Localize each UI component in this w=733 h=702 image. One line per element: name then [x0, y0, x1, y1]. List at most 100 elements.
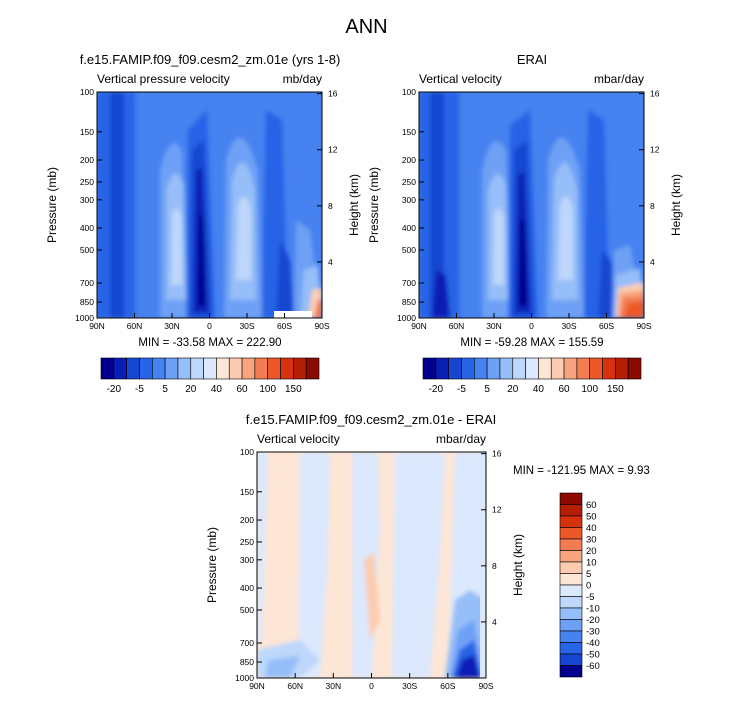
- colorbar-label: -30: [586, 627, 600, 638]
- y2-tick-label: 16: [650, 89, 660, 99]
- colorbar-label: 5: [162, 384, 168, 395]
- erai-panel: ERAI Vertical velocity mbar/day: [367, 52, 683, 395]
- colorbar-swatch: [559, 596, 583, 609]
- colorbar-swatch: [512, 357, 526, 380]
- x-tick-label: 0: [207, 321, 212, 331]
- colorbar-label: 5: [484, 384, 490, 395]
- y-axis-label: Pressure (mb): [205, 527, 219, 603]
- colorbar-swatch: [216, 357, 230, 380]
- colorbar-swatch: [559, 504, 583, 517]
- x-tick-label: 30S: [561, 321, 576, 331]
- colorbar-swatch: [559, 607, 583, 620]
- x-tick-label: 30N: [486, 321, 502, 331]
- y-tick-label: 1000: [397, 313, 416, 323]
- x-tick-label: 30N: [164, 321, 180, 331]
- x-tick-label: 90N: [249, 681, 265, 691]
- y-tick-label: 100: [80, 87, 94, 97]
- x-tick-label: 90N: [89, 321, 105, 331]
- difference-panel: f.e15.FAMIP.f09_f09.cesm2_zm.01e - ERAI …: [205, 412, 650, 691]
- colorbar-swatch: [203, 357, 217, 380]
- colorbar-swatch: [139, 357, 153, 380]
- x-tick-label: 30S: [402, 681, 417, 691]
- x-tick-label: 30N: [326, 681, 342, 691]
- x-tick-label: 60S: [277, 321, 292, 331]
- colorbar-label: 50: [586, 512, 597, 523]
- erai-colorbar: -20 -5 5 20 40 60 100 150: [422, 357, 642, 395]
- y-tick-label: 850: [402, 297, 416, 307]
- model-axis-ticks: 100 150 200 250 300 400 500 700 850 1000 16 12 8 4 90N…: [45, 87, 361, 331]
- colorbar-swatch: [241, 357, 256, 380]
- difference-axis-ticks: 100 150 200 250 300 400 500 700 850 1000 16 12 8 4 90N…: [205, 447, 525, 691]
- y-tick-label: 250: [402, 177, 416, 187]
- difference-panel-units: mbar/day: [436, 432, 486, 446]
- erai-panel-left-label: Vertical velocity: [419, 72, 502, 86]
- x-tick-label: 0: [529, 321, 534, 331]
- colorbar-swatch: [254, 357, 269, 380]
- y2-tick-label: 4: [328, 257, 333, 267]
- colorbar-label: -20: [107, 384, 122, 395]
- x-tick-label: 60N: [449, 321, 465, 331]
- y-tick-label: 850: [80, 297, 94, 307]
- y2-tick-label: 12: [328, 145, 338, 155]
- colorbar-swatch: [228, 357, 243, 380]
- y2-tick-label: 16: [328, 89, 338, 99]
- model-colorbar: -20 -5 5 20 40 60 100 150: [100, 357, 320, 395]
- y-tick-label: 300: [402, 195, 416, 205]
- y2-tick-label: 12: [650, 145, 660, 155]
- y2-axis-label: Height (km): [669, 174, 683, 236]
- colorbar-swatch: [525, 357, 539, 380]
- colorbar-swatch: [589, 357, 603, 380]
- colorbar-swatch: [113, 357, 127, 380]
- x-tick-label: 60N: [127, 321, 143, 331]
- y2-tick-label: 8: [650, 201, 655, 211]
- y2-tick-label: 12: [492, 505, 502, 515]
- colorbar-label: 100: [581, 384, 598, 395]
- colorbar-label: 40: [533, 384, 545, 395]
- colorbar-label: 20: [586, 546, 597, 557]
- colorbar-label: -5: [586, 592, 594, 603]
- colorbar-swatch: [627, 357, 642, 380]
- erai-panel-units: mbar/day: [594, 72, 644, 86]
- y-tick-label: 200: [240, 515, 254, 525]
- colorbar-label: 20: [185, 384, 197, 395]
- colorbar-swatch: [559, 492, 583, 505]
- colorbar-swatch: [559, 619, 583, 632]
- colorbar-label: 20: [507, 384, 519, 395]
- colorbar-swatch: [293, 357, 307, 380]
- colorbar-swatch: [448, 357, 462, 380]
- x-tick-label: 60S: [599, 321, 614, 331]
- y2-tick-label: 4: [492, 617, 497, 627]
- y-tick-label: 150: [240, 487, 254, 497]
- colorbar-swatch: [559, 653, 583, 666]
- y-tick-label: 200: [402, 155, 416, 165]
- y-tick-label: 250: [80, 177, 94, 187]
- x-tick-label: 90S: [636, 321, 651, 331]
- model-panel-title: f.e15.FAMIP.f09_f09.cesm2_zm.01e (yrs 1-…: [80, 52, 341, 67]
- colorbar-swatch: [559, 630, 583, 643]
- y-tick-label: 100: [240, 447, 254, 457]
- colorbar-label: -60: [586, 661, 600, 672]
- y-tick-label: 150: [402, 127, 416, 137]
- y-tick-label: 1000: [75, 313, 94, 323]
- colorbar-swatch: [486, 357, 501, 380]
- model-contour-field: [97, 92, 322, 318]
- model-panel-left-label: Vertical pressure velocity: [97, 72, 230, 86]
- colorbar-label: 5: [586, 569, 591, 580]
- colorbar-label: -10: [586, 604, 600, 615]
- colorbar-label: 40: [586, 523, 597, 534]
- y-tick-label: 300: [240, 555, 254, 565]
- colorbar-label: 60: [558, 384, 570, 395]
- colorbar-swatch: [559, 584, 583, 597]
- y-tick-label: 700: [402, 278, 416, 288]
- y2-tick-label: 8: [328, 201, 333, 211]
- x-tick-label: 0: [369, 681, 374, 691]
- difference-stats: MIN = -121.95 MAX = 9.93: [513, 465, 650, 477]
- colorbar-label: -5: [135, 384, 144, 395]
- erai-panel-title: ERAI: [517, 52, 547, 67]
- x-tick-label: 60N: [287, 681, 303, 691]
- colorbar-swatch: [267, 357, 281, 380]
- colorbar-swatch: [305, 357, 320, 380]
- colorbar-swatch: [100, 357, 115, 380]
- colorbar-swatch: [126, 357, 140, 380]
